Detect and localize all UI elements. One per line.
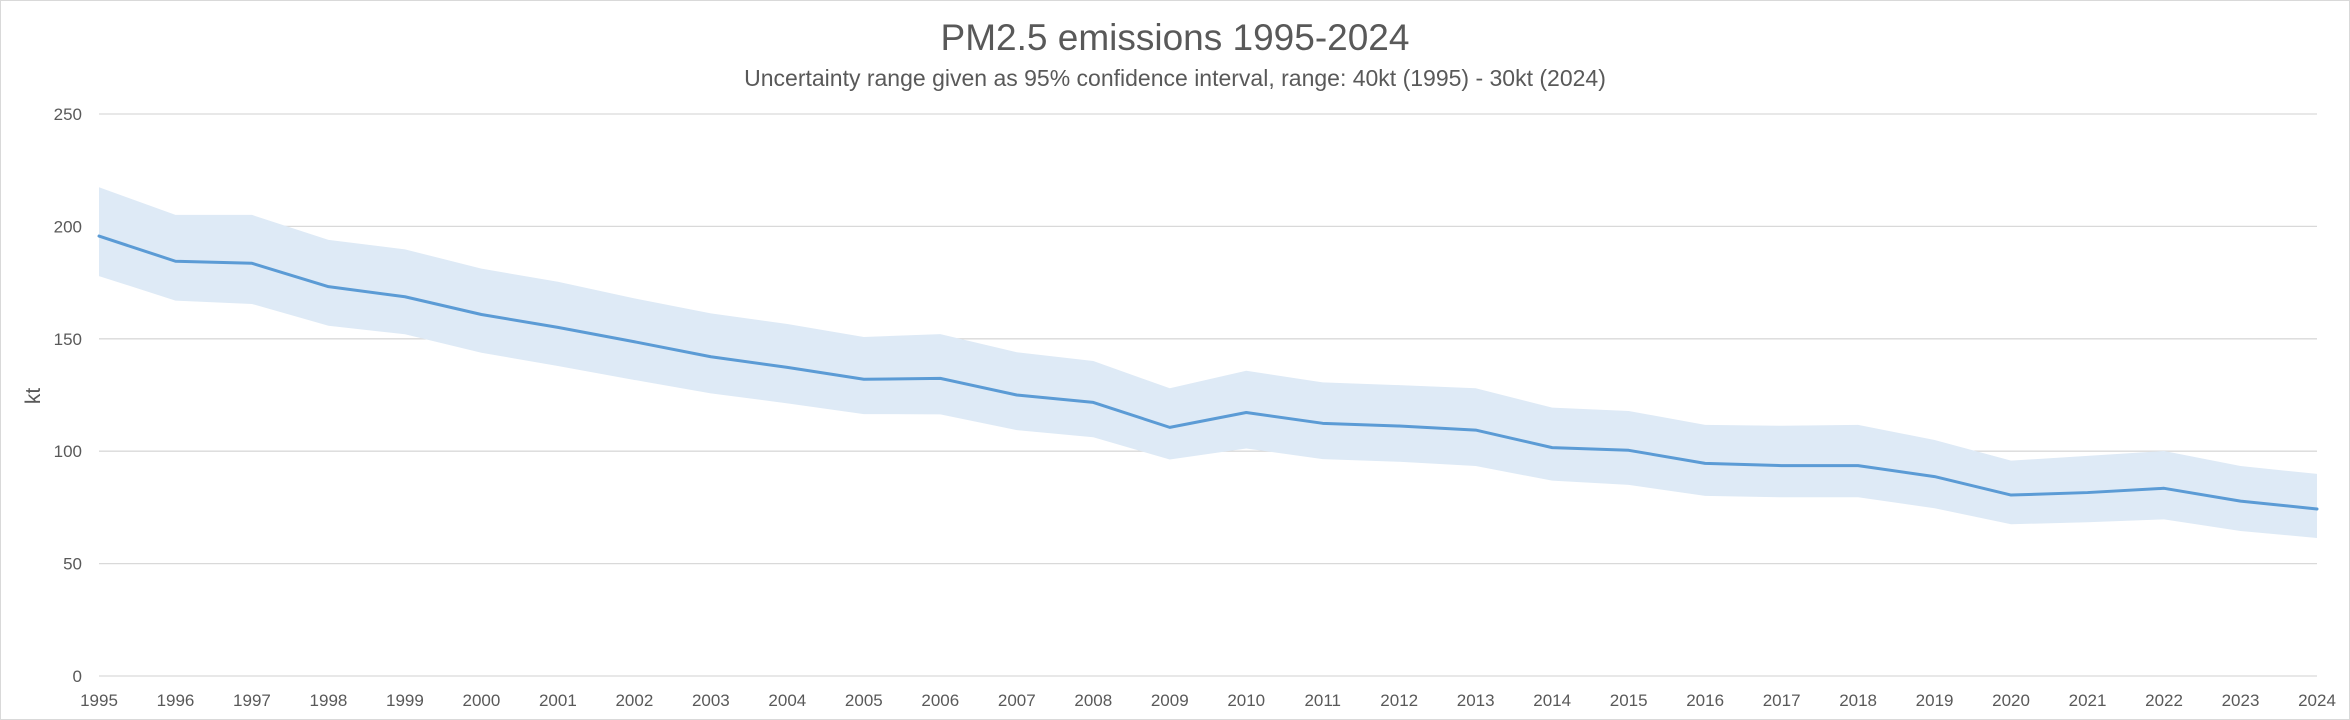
x-tick-label: 2024 xyxy=(2298,691,2336,710)
y-axis-title: kt xyxy=(22,388,45,405)
chart-title: PM2.5 emissions 1995-2024 xyxy=(941,17,1410,58)
y-tick-label: 250 xyxy=(54,105,82,124)
y-tick-label: 50 xyxy=(63,555,82,574)
x-tick-label: 2002 xyxy=(615,691,653,710)
x-tick-label: 2023 xyxy=(2222,691,2260,710)
x-tick-label: 2018 xyxy=(1839,691,1877,710)
x-tick-label: 2007 xyxy=(998,691,1036,710)
x-tick-label: 2003 xyxy=(692,691,730,710)
x-tick-label: 1997 xyxy=(233,691,271,710)
x-tick-label: 2022 xyxy=(2145,691,2183,710)
gridlines xyxy=(99,113,2317,677)
x-tick-label: 1999 xyxy=(386,691,424,710)
x-tick-label: 2012 xyxy=(1380,691,1418,710)
y-tick-label: 200 xyxy=(54,217,82,236)
series-line-group xyxy=(97,234,2319,511)
x-tick-label: 2015 xyxy=(1610,691,1648,710)
x-tick-label: 2008 xyxy=(1074,691,1112,710)
x-tick-label: 1995 xyxy=(80,691,118,710)
x-tick-label: 2005 xyxy=(845,691,883,710)
x-tick-label: 2004 xyxy=(768,691,806,710)
y-tick-label: 100 xyxy=(54,442,82,461)
y-tick-label: 0 xyxy=(73,667,82,686)
x-tick-label: 2017 xyxy=(1763,691,1801,710)
x-tick-label: 2020 xyxy=(1992,691,2030,710)
x-tick-label: 2014 xyxy=(1533,691,1571,710)
x-tick-label: 2010 xyxy=(1227,691,1265,710)
chart-subtitle: Uncertainty range given as 95% confidenc… xyxy=(744,65,1606,91)
x-tick-label: 2019 xyxy=(1916,691,1954,710)
y-axis-ticks: 0 50 100 150 200 250 xyxy=(54,105,82,686)
confidence-band xyxy=(99,187,2317,538)
x-tick-label: 2021 xyxy=(2069,691,2107,710)
x-tick-label: 2001 xyxy=(539,691,577,710)
y-tick-label: 150 xyxy=(54,330,82,349)
x-tick-label: 2000 xyxy=(462,691,500,710)
x-axis-ticks: 1995 1996 1997 1998 1999 2000 2001 2002 2003 2004… xyxy=(80,691,2336,710)
x-tick-label: 1996 xyxy=(157,691,195,710)
emissions-series-line xyxy=(97,234,2319,511)
x-tick-label: 2013 xyxy=(1457,691,1495,710)
x-tick-label: 2006 xyxy=(921,691,959,710)
confidence-interval-band xyxy=(99,187,2317,538)
x-tick-label: 2009 xyxy=(1151,691,1189,710)
x-tick-label: 2011 xyxy=(1304,691,1341,710)
x-tick-label: 1998 xyxy=(310,691,348,710)
x-tick-label: 2016 xyxy=(1686,691,1724,710)
